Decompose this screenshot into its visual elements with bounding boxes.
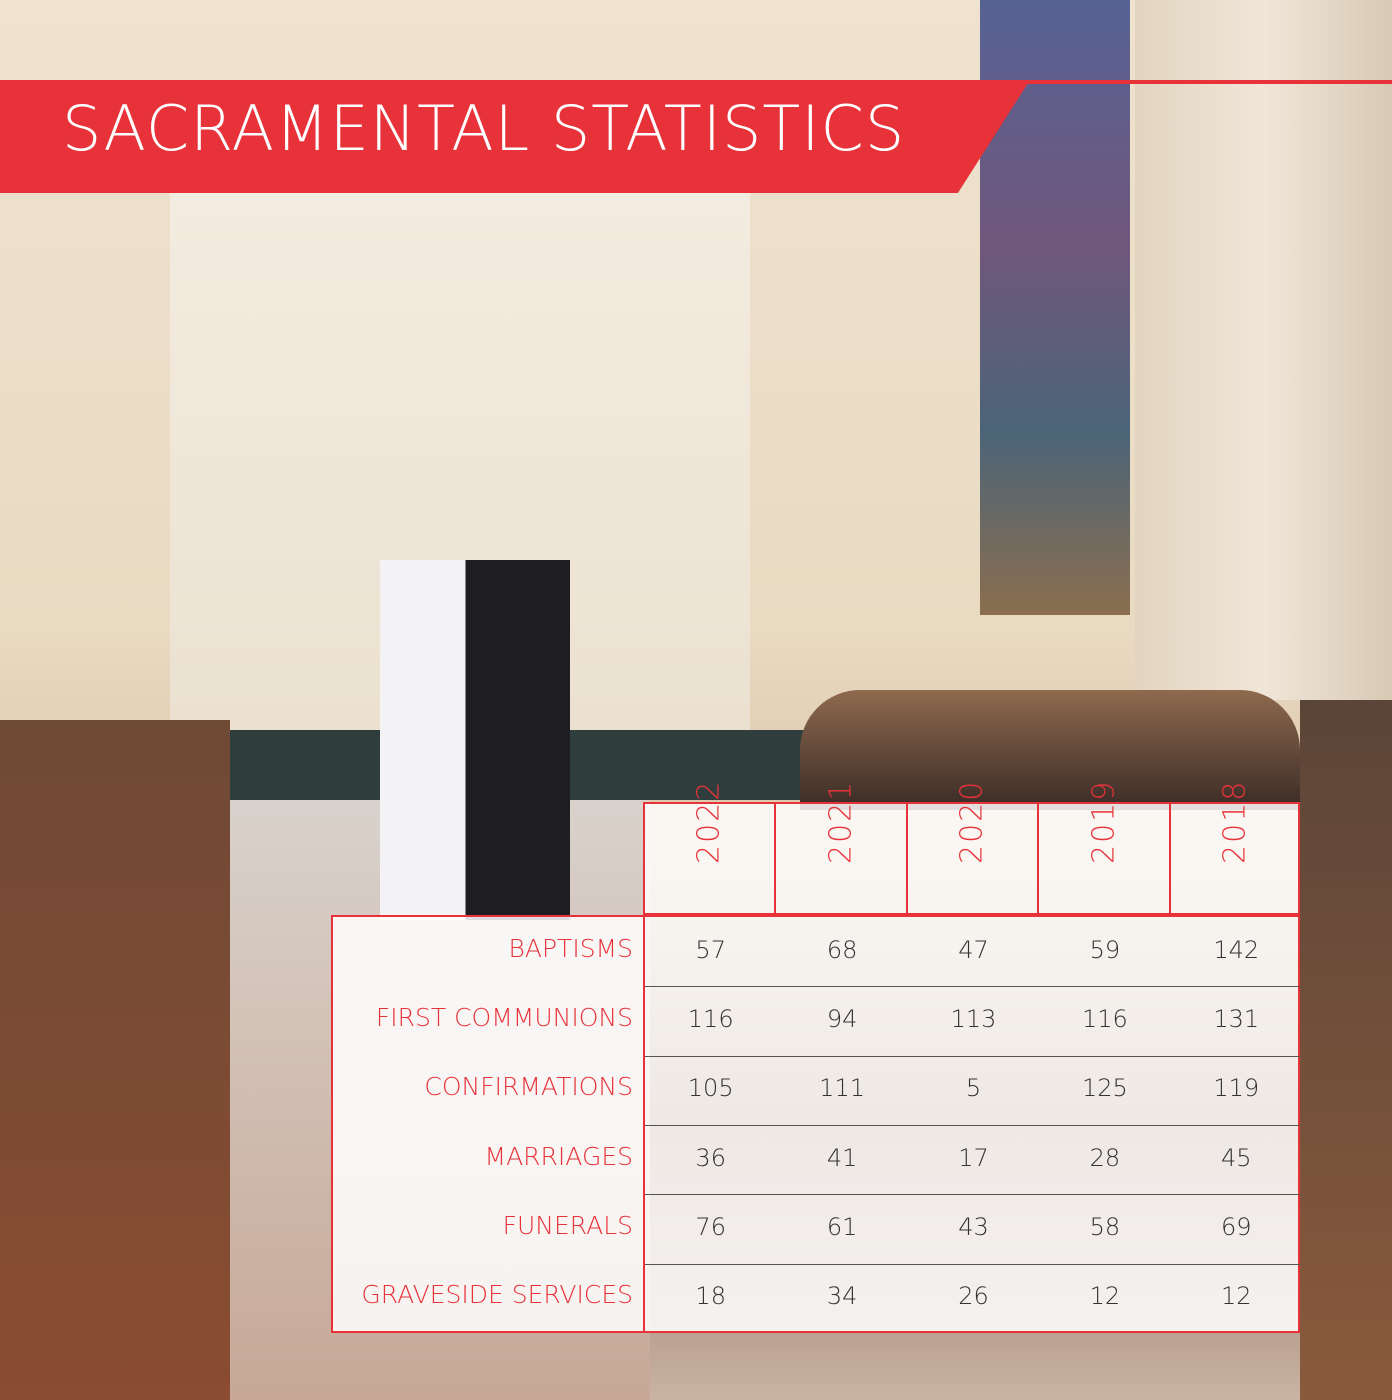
row-divider [645, 1263, 1300, 1265]
row-label: BAPTISMS [508, 933, 634, 963]
title-banner [0, 80, 1030, 193]
value-cell: 12 [1221, 1282, 1252, 1311]
value-cell: 76 [695, 1213, 726, 1241]
year-cell: 2019 [1037, 780, 1168, 913]
statistics-table: 2022 2021 2020 2019 2018 BAPTISMS 57 68 47 59 142… [331, 780, 1300, 1333]
value-cell: 57 [695, 935, 726, 964]
pews-left [0, 720, 230, 1400]
title: SACRAMENTAL STATISTICS [62, 92, 906, 165]
row-label: CONFIRMATIONS [424, 1072, 633, 1102]
value-cell: 94 [826, 1005, 858, 1033]
value-cell: 119 [1213, 1074, 1260, 1103]
guests [800, 690, 1300, 810]
value-cell: 34 [826, 1282, 858, 1311]
value-cell: 5 [965, 1074, 982, 1103]
pews-right [1300, 700, 1392, 1400]
table-body: BAPTISMS 57 68 47 59 142 FIRST COMMUNIONS 116 94… [331, 915, 1300, 1333]
row-label: FIRST COMMUNIONS [375, 1003, 633, 1032]
row-label: MARRIAGES [484, 1141, 634, 1171]
value-cell: 68 [826, 935, 858, 964]
value-cell: 41 [826, 1143, 858, 1172]
value-cell: 116 [687, 1005, 734, 1033]
year-label: 2018 [1217, 779, 1253, 864]
value-cell: 43 [958, 1213, 989, 1241]
year-cell: 2022 [643, 780, 774, 913]
value-cell: 125 [1081, 1074, 1128, 1103]
value-cell: 47 [958, 935, 989, 964]
year-cell: 2020 [905, 780, 1037, 913]
value-cell: 105 [687, 1074, 734, 1103]
row-divider [645, 1125, 1300, 1126]
value-cell: 142 [1213, 935, 1260, 964]
value-cell: 59 [1089, 935, 1121, 964]
pillar [1135, 0, 1392, 700]
value-cell: 61 [826, 1213, 858, 1241]
value-cell: 26 [958, 1282, 989, 1311]
value-cell: 131 [1213, 1005, 1260, 1033]
value-cell: 12 [1089, 1282, 1121, 1311]
value-cell: 113 [950, 1005, 997, 1033]
value-cell: 17 [958, 1143, 989, 1172]
row-divider [645, 1055, 1300, 1057]
row-label: GRAVESIDE SERVICES [361, 1280, 633, 1310]
year-label: 2019 [1086, 779, 1122, 864]
value-cell: 111 [819, 1074, 865, 1103]
value-cell: 45 [1221, 1143, 1252, 1172]
year-label: 2022 [691, 779, 727, 864]
value-cell: 69 [1221, 1213, 1252, 1241]
value-cell: 36 [695, 1143, 726, 1172]
value-cell: 18 [695, 1282, 726, 1311]
accent-line [1000, 80, 1392, 84]
value-cell: 116 [1081, 1005, 1128, 1033]
row-label: FUNERALS [502, 1211, 633, 1240]
year-label: 2021 [823, 779, 859, 864]
couple [380, 560, 570, 920]
year-header: 2022 2021 2020 2019 2018 [643, 780, 1300, 915]
year-label: 2020 [954, 779, 990, 864]
year-cell: 2018 [1168, 780, 1300, 913]
value-cell: 28 [1089, 1143, 1121, 1172]
value-cell: 58 [1089, 1213, 1121, 1241]
row-divider [645, 1194, 1300, 1196]
row-divider [645, 986, 1300, 988]
year-cell: 2021 [774, 780, 905, 913]
divider [643, 917, 645, 1333]
